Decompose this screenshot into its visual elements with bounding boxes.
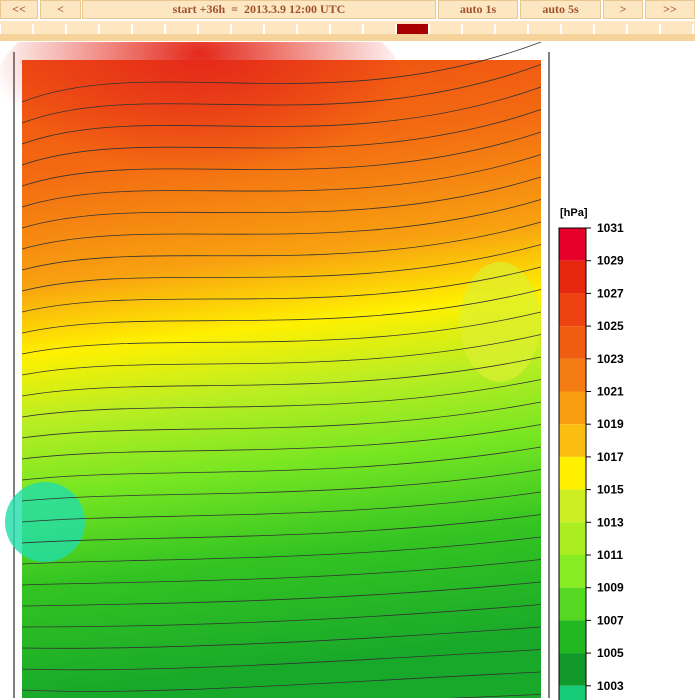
legend-band (559, 620, 586, 654)
isobar (21, 559, 542, 586)
isobar (21, 356, 542, 397)
legend-label: 1031 (597, 221, 624, 235)
isobar (21, 266, 542, 313)
isobar (21, 379, 542, 418)
low-area (460, 262, 540, 382)
legend-band (559, 391, 586, 425)
time-title: start +36h = 2013.3.9 12:00 UTC (82, 0, 436, 19)
legend-label: 1025 (597, 319, 624, 333)
isobar (21, 109, 542, 166)
legend-label: 1005 (597, 646, 624, 660)
legend-band (559, 358, 586, 392)
isobar (21, 176, 542, 229)
isobar (21, 491, 542, 523)
isobar (21, 154, 542, 208)
timeline-base (0, 34, 695, 41)
isobar (21, 244, 542, 292)
legend-frame (558, 227, 587, 700)
isobar (21, 626, 542, 649)
low-area-west (5, 482, 85, 562)
isobar (21, 334, 542, 376)
legend-band (559, 489, 586, 523)
legend-band (559, 293, 586, 327)
legend-band (559, 424, 586, 457)
isobar (21, 581, 542, 607)
next-button[interactable]: > (603, 0, 643, 19)
high-pressure (0, 42, 410, 222)
legend-label: 1027 (597, 286, 624, 300)
isobar (21, 424, 542, 460)
legend-label: 1017 (597, 450, 624, 464)
isobar (21, 401, 542, 439)
legend-band (559, 685, 586, 700)
first-button[interactable]: << (0, 0, 38, 19)
legend-label: 1007 (597, 613, 624, 627)
isobar (21, 649, 542, 671)
isobar (21, 311, 542, 355)
isobar (21, 289, 542, 334)
isobar (21, 514, 542, 544)
legend-band (559, 587, 586, 621)
isobar (21, 42, 542, 103)
isobar (21, 469, 542, 502)
isobar (21, 131, 542, 187)
auto5-button[interactable]: auto 5s (520, 0, 601, 19)
legend-band (559, 456, 586, 490)
isobar (21, 64, 542, 124)
legend-label: 1013 (597, 515, 624, 529)
legend-band (559, 326, 586, 359)
timeline-marker[interactable] (397, 24, 429, 34)
isobar (21, 536, 542, 565)
legend-label: 1003 (597, 679, 624, 693)
map-panel (0, 42, 550, 698)
legend-band (559, 653, 586, 686)
legend-label: 1021 (597, 385, 624, 399)
auto1-button[interactable]: auto 1s (438, 0, 518, 19)
legend-label: 1029 (597, 254, 624, 268)
legend-band (559, 228, 586, 261)
isobar (21, 671, 542, 692)
legend-band (559, 555, 586, 588)
last-button[interactable]: >> (645, 0, 695, 19)
isobar (21, 604, 542, 628)
isobar (21, 199, 542, 250)
legend-band (559, 260, 586, 294)
legend-band (559, 522, 586, 555)
legend: [hPa] 1031 1029 1027 1025 1023 1021 1019 1017 10… (558, 207, 624, 700)
legend-unit: [hPa] (560, 207, 588, 219)
timeline[interactable] (0, 21, 695, 43)
prev-button[interactable]: < (40, 0, 81, 19)
isobars (21, 42, 542, 698)
legend-label: 1019 (597, 417, 624, 431)
isobar (21, 446, 542, 481)
isobar (21, 221, 542, 271)
isobar (21, 86, 542, 145)
legend-label: 1011 (597, 548, 623, 562)
legend-label: 1009 (597, 581, 624, 595)
legend-label: 1023 (597, 352, 624, 366)
legend-label: 1015 (597, 483, 624, 497)
